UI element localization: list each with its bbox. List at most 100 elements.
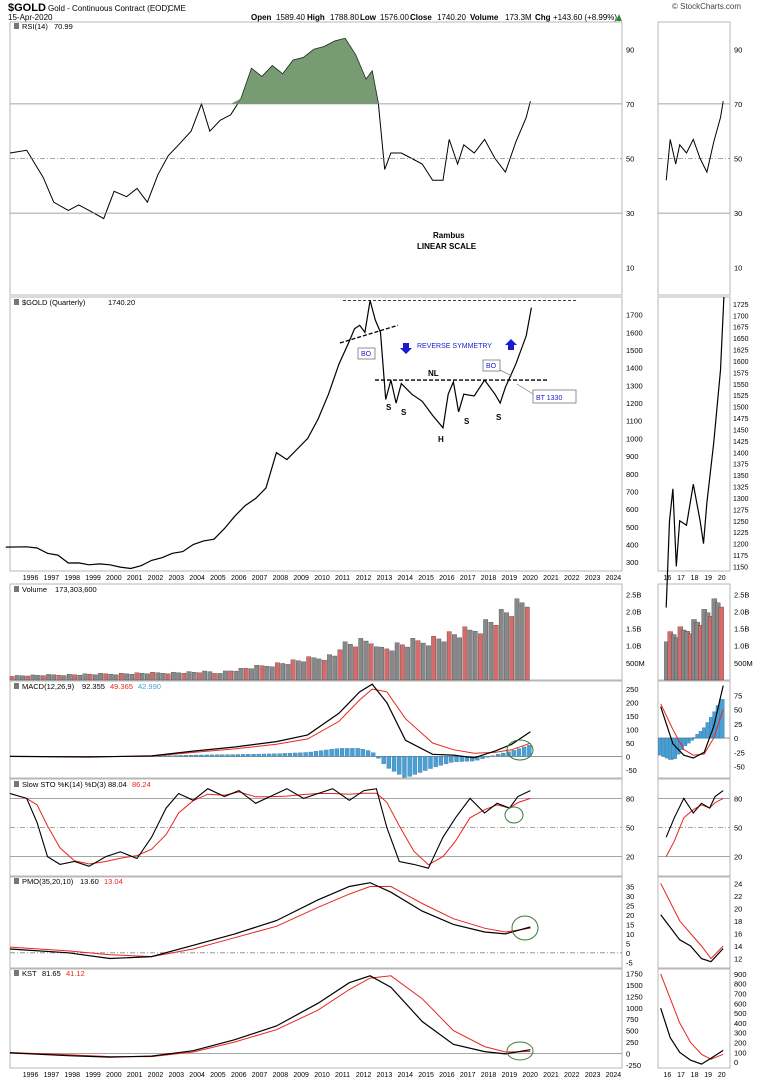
macd-histogram-bar	[220, 754, 225, 757]
macd-histogram-bar	[490, 755, 496, 757]
volume-bar	[25, 675, 31, 681]
bt-label-box	[532, 389, 577, 404]
year-label: 2009	[293, 1072, 309, 1079]
low-label: Low	[360, 13, 377, 22]
macd-histogram-bar	[423, 756, 428, 771]
volume-bar	[415, 640, 421, 681]
macd-histogram-bar	[407, 756, 412, 777]
volume-bar	[61, 675, 67, 681]
macd-legend-text: 49.365	[110, 682, 133, 691]
price-tick: 1500	[626, 346, 643, 355]
kst-mini-frame	[657, 968, 731, 1069]
neckline-label: NL	[428, 369, 439, 378]
head-label: H	[438, 435, 444, 444]
open-value: 1589.40	[276, 13, 305, 22]
year-label: 2016	[439, 575, 455, 582]
year-label: 2024	[606, 575, 622, 582]
rsi-tick: 70	[626, 100, 634, 109]
macd-tick: 200	[626, 699, 639, 708]
volume-bar	[368, 643, 374, 681]
rsi-legend-text: RSI(14)	[22, 22, 48, 31]
pmo-tick: 35	[626, 882, 634, 891]
year-label: 2019	[502, 575, 518, 582]
macd-histogram-bar	[485, 756, 490, 758]
volume-mini-tick: 2.0B	[734, 607, 749, 616]
kst-mini-signal-line	[660, 973, 724, 1060]
rsi-tick: 50	[626, 155, 634, 164]
volume-bar	[301, 661, 306, 681]
kst-tick: -250	[626, 1061, 641, 1070]
pmo-mini-tick: 24	[734, 879, 742, 888]
price-legend-text: $GOLD (Quarterly)	[22, 298, 86, 307]
pmo-mini-tick: 14	[734, 942, 742, 951]
macd-histogram-bar	[345, 748, 350, 757]
year-label: 2024	[606, 1072, 622, 1079]
volume-bar	[264, 666, 270, 681]
volume-bar	[197, 672, 202, 681]
volume-legend-text: Volume	[22, 585, 47, 594]
price-tick: 1300	[626, 381, 643, 390]
sto-tick: 20	[626, 853, 634, 862]
rsi-line	[9, 37, 531, 220]
sto-legend-text: 88.04	[108, 780, 127, 789]
macd-histogram-bar	[272, 753, 277, 757]
volume-bar	[467, 629, 473, 681]
year-label: 2021	[543, 1072, 559, 1079]
price-mini-tick: 1500	[733, 405, 749, 412]
macd-histogram-bar	[199, 754, 204, 757]
macd-histogram-bar	[214, 754, 220, 757]
volume-bar	[472, 631, 478, 681]
volume-bar	[134, 672, 140, 681]
volume-tick: 2.0B	[626, 607, 641, 616]
year-label: 1997	[44, 1072, 60, 1079]
pmo-legend-text: 13.04	[104, 877, 123, 886]
kst-mini-tick: 500	[734, 1009, 747, 1018]
macd-mini-histogram-bar	[685, 737, 691, 744]
up-arrow-icon	[616, 14, 622, 21]
shoulder-label: S	[464, 417, 470, 426]
macd-histogram-bar	[298, 752, 303, 757]
macd-histogram-bar	[188, 755, 194, 757]
year-label: 2023	[585, 575, 601, 582]
price-tick: 700	[626, 487, 639, 496]
volume-bar	[321, 660, 327, 681]
shoulder-label: S	[496, 413, 502, 422]
volume-bar	[139, 673, 145, 681]
macd-histogram-bar	[376, 756, 381, 759]
price-mini-tick: 1275	[733, 507, 749, 514]
kst-mini-tick: 0	[734, 1058, 738, 1067]
price-tick: 600	[626, 505, 639, 514]
price-mini-tick: 1150	[733, 564, 748, 571]
macd-histogram-bar	[178, 755, 183, 757]
kst-mini-line	[660, 1008, 724, 1065]
bo-label-1: BO	[361, 351, 372, 358]
volume-bar	[441, 641, 447, 681]
price-mini-tick: 1325	[733, 485, 749, 492]
bo-label-1-box	[357, 347, 376, 360]
pmo-legend-swatch	[14, 878, 19, 884]
kst-tick: 750	[626, 1015, 639, 1024]
mini-year-label: 16	[664, 1072, 672, 1079]
year-label: 1999	[85, 1072, 101, 1079]
price-mini-tick: 1675	[733, 325, 749, 332]
macd-histogram-bar	[277, 753, 282, 757]
volume-bar	[259, 665, 265, 681]
kst-mini-tick: 400	[734, 1019, 747, 1028]
volume-bar	[384, 648, 390, 681]
macd-histogram-bar	[225, 754, 230, 757]
volume-bar	[40, 675, 46, 681]
volume-bar	[436, 638, 442, 681]
macd-histogram-bar	[469, 756, 475, 762]
year-label: 2002	[148, 1072, 164, 1079]
volume-bar	[394, 642, 400, 681]
volume-tick: 2.5B	[626, 590, 641, 599]
volume-bar	[363, 640, 369, 681]
price-mini-frame	[657, 296, 731, 572]
rsi-mini-tick: 10	[734, 264, 742, 273]
macd-histogram-bar	[246, 754, 251, 757]
rsi-tick: 10	[626, 264, 634, 273]
open-label: Open	[251, 13, 272, 22]
price-tick: 300	[626, 558, 639, 567]
rsi-legend: RSI(14) 70.99	[14, 22, 73, 31]
macd-histogram-bar	[386, 756, 392, 769]
